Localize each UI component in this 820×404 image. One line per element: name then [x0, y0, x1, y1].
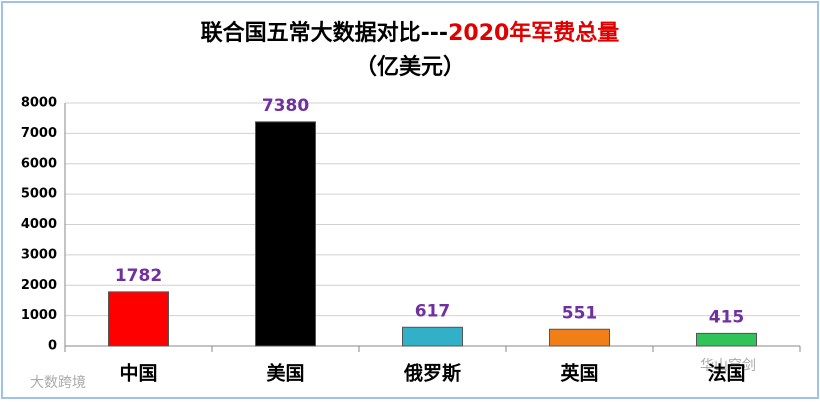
- bar: [549, 328, 610, 347]
- value-label: 1782: [115, 266, 162, 286]
- watermark: 大数跨境: [30, 375, 86, 391]
- x-tick-label: 法国: [707, 362, 745, 385]
- y-tick-label: 6000: [21, 156, 57, 171]
- value-label: 7380: [262, 96, 309, 116]
- title-main: 联合国五常大数据对比---: [201, 20, 448, 46]
- value-label: 415: [709, 307, 745, 327]
- y-tick-label: 1000: [21, 308, 57, 323]
- y-tick-label: 2000: [21, 278, 57, 293]
- bar: [402, 326, 463, 347]
- x-tick-label: 中国: [119, 362, 157, 385]
- chart-title: 联合国五常大数据对比---2020年军费总量: [201, 20, 620, 46]
- watermark: 华山穹剑: [700, 358, 756, 374]
- x-tick-label: 美国: [266, 362, 304, 385]
- x-tick-label: 英国: [560, 362, 598, 385]
- chart-subtitle: （亿美元）: [355, 54, 465, 80]
- y-tick-label: 3000: [21, 247, 57, 262]
- value-label: 551: [562, 303, 598, 323]
- y-tick-label: 7000: [21, 126, 57, 141]
- bar: [255, 121, 316, 347]
- y-tick-label: 8000: [21, 96, 57, 111]
- x-tick-label: 俄罗斯: [403, 362, 461, 385]
- y-tick-label: 5000: [21, 187, 57, 202]
- value-label: 617: [415, 301, 451, 321]
- bar: [108, 291, 169, 347]
- title-highlight: 2020年军费总量: [448, 20, 619, 46]
- bar: [696, 332, 757, 347]
- y-tick-label: 4000: [21, 217, 57, 232]
- y-tick-label: 0: [48, 339, 57, 354]
